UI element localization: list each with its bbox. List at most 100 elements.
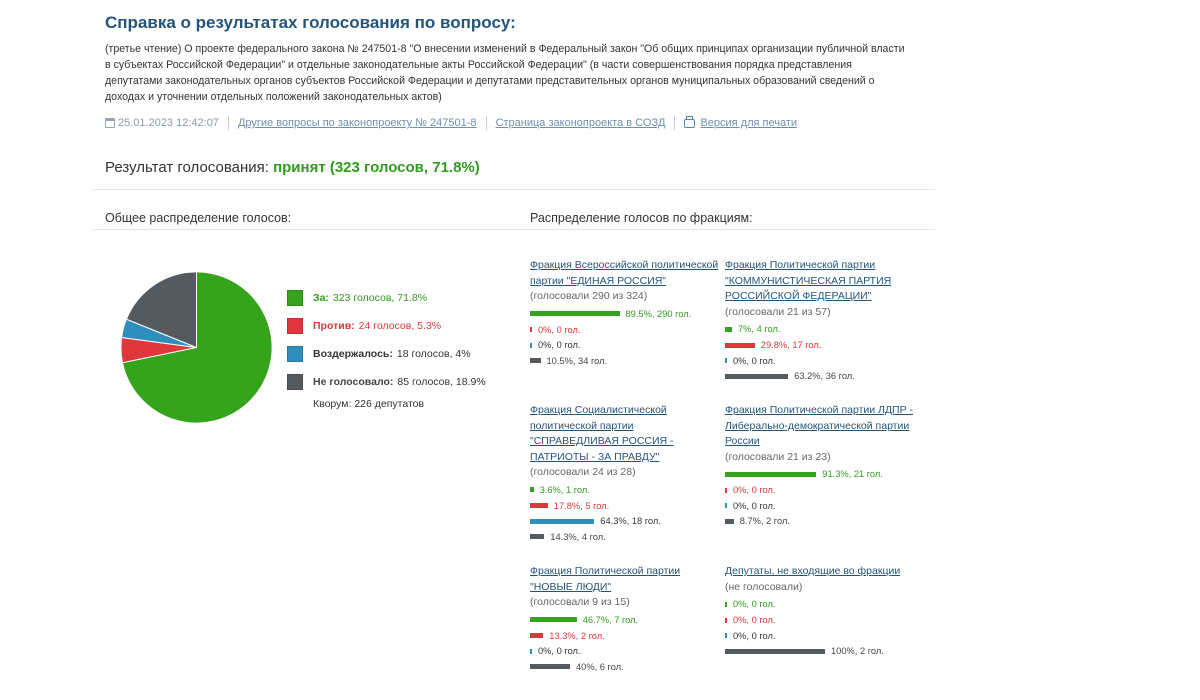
page-title: Справка о результатах голосования по воп… — [105, 13, 516, 32]
vote-result: Результат голосования: принят (323 голос… — [105, 159, 480, 176]
faction-bar-abstain: 64.3%, 18 гол. — [530, 513, 720, 529]
faction-bar-for: 3.6%, 1 гол. — [530, 482, 720, 498]
faction-bar-abstain: 0%, 0 гол. — [725, 628, 915, 644]
quorum-text: Кворум: 226 депутатов — [313, 398, 425, 410]
faction-block: Фракция Политической партии ЛДПР - Либер… — [725, 403, 915, 529]
bar-fill — [725, 648, 825, 654]
result-label: Результат голосования: — [105, 159, 274, 176]
bar-value: 17.8%, 5 гол. — [553, 500, 610, 511]
faction-link[interactable]: Фракция Всероссийской политической парти… — [530, 259, 719, 287]
faction-section-title: Распределение голосов по фракциям: — [530, 211, 753, 225]
bar-value: 100%, 2 гол. — [831, 646, 884, 657]
faction-link[interactable]: Депутаты, не входящие во фракции — [725, 565, 901, 577]
result-value: принят (323 голосов, 71.8%) — [273, 159, 480, 176]
separator — [485, 116, 487, 130]
faction-bar-abstain: 0%, 0 гол. — [530, 337, 720, 353]
bar-value: 8.7%, 2 гол. — [739, 516, 790, 527]
question-description: (третье чтение) О проекте федерального з… — [105, 43, 905, 103]
faction-bar-novote: 100%, 2 гол. — [725, 644, 915, 660]
legend-item-abstain: Воздержалось: 18 голосов, 4% — [287, 340, 486, 368]
bar-value: 0%, 0 гол. — [538, 646, 581, 657]
bar-fill — [725, 503, 727, 509]
faction-turnout: (голосовали 21 из 23) — [725, 450, 831, 463]
pie-slice-for — [121, 271, 273, 424]
bar-value: 0%, 0 гол. — [733, 500, 776, 511]
divider — [93, 229, 935, 230]
faction-bar-novote: 40%, 6 гол. — [530, 659, 720, 675]
bar-fill — [530, 327, 532, 333]
bar-value: 10.5%, 34 гол. — [546, 355, 608, 366]
faction-bar-for: 0%, 0 гол. — [725, 597, 915, 613]
faction-bar-for: 7%, 4 гол. — [725, 322, 915, 338]
pie-legend: За: 323 голосов, 71.8% Против: 24 голосов, … — [287, 284, 486, 410]
bar-fill — [530, 342, 532, 348]
legend-item-novote: Не голосовало: 85 голосов, 18.9% — [287, 368, 486, 396]
legend-label: За: — [313, 292, 329, 304]
legend-swatch — [287, 290, 303, 306]
faction-link[interactable]: Фракция Политической партии "НОВЫЕ ЛЮДИ" — [530, 565, 681, 593]
bar-value: 14.3%, 4 гол. — [550, 531, 606, 542]
vote-datetime: 25.01.2023 12:42:07 — [118, 117, 219, 129]
bar-fill — [725, 342, 755, 348]
legend-value: 323 голосов, 71.8% — [332, 292, 428, 304]
bar-value: 13.3%, 2 гол. — [549, 630, 605, 641]
bar-fill — [530, 487, 534, 493]
faction-bar-abstain: 0%, 0 гол. — [725, 353, 915, 369]
faction-turnout: (голосовали 290 из 324) — [530, 290, 648, 302]
legend-swatch — [287, 318, 303, 334]
faction-turnout: (голосовали 24 из 28) — [530, 466, 636, 478]
bar-fill — [725, 326, 732, 332]
separator — [674, 116, 676, 130]
bar-fill — [530, 648, 532, 654]
meta-bar: 25.01.2023 12:42:07 Другие вопросы по за… — [105, 115, 798, 130]
faction-bar-abstain: 0%, 0 гол. — [530, 643, 720, 659]
bar-value: 46.7%, 7 гол. — [582, 614, 639, 625]
printer-icon[interactable] — [684, 115, 696, 128]
bar-value: 40%, 6 гол. — [576, 661, 624, 672]
print-version-link[interactable]: Версия для печати — [700, 117, 798, 129]
bar-value: 0%, 0 гол. — [538, 324, 581, 335]
legend-value: 24 голосов, 5.3% — [358, 320, 442, 332]
bar-fill — [725, 487, 727, 493]
legend-swatch — [287, 374, 303, 390]
sozd-link[interactable]: Страница законопроекта в СОЗД — [495, 117, 666, 129]
bar-fill — [725, 373, 789, 379]
other-questions-link[interactable]: Другие вопросы по законопроекту № 247501… — [237, 117, 477, 129]
bar-value: 29.8%, 17 гол. — [760, 340, 822, 351]
bar-fill — [530, 311, 620, 317]
legend-swatch — [287, 346, 303, 362]
bar-fill — [725, 633, 727, 639]
faction-bar-against: 29.8%, 17 гол. — [725, 337, 915, 353]
faction-bar-novote: 8.7%, 2 гол. — [725, 514, 915, 530]
faction-block: Фракция Всероссийской политической парти… — [530, 258, 720, 369]
faction-bar-novote: 14.3%, 4 гол. — [530, 529, 720, 545]
faction-bar-abstain: 0%, 0 гол. — [725, 498, 915, 514]
bar-fill — [530, 503, 548, 509]
overall-section-title: Общее распределение голосов: — [105, 211, 292, 225]
faction-turnout: (не голосовали) — [725, 580, 803, 593]
bar-fill — [530, 534, 545, 540]
faction-turnout: (голосовали 21 из 57) — [725, 305, 831, 318]
faction-link[interactable]: Фракция Политической партии "КОММУНИСТИЧ… — [725, 259, 892, 302]
bar-value: 64.3%, 18 гол. — [600, 516, 661, 527]
faction-link[interactable]: Фракция Социалистической политической па… — [530, 404, 674, 463]
bar-value: 63.2%, 36 гол. — [794, 371, 855, 382]
bar-value: 89.5%, 290 гол. — [625, 308, 692, 319]
separator — [227, 116, 229, 130]
bar-value: 0%, 0 гол. — [733, 630, 776, 641]
bar-value: 7%, 4 гол. — [738, 324, 781, 335]
faction-bar-against: 17.8%, 5 гол. — [530, 498, 720, 514]
faction-link[interactable]: Фракция Политической партии ЛДПР - Либер… — [725, 404, 914, 447]
legend-item-for: За: 323 голосов, 71.8% — [287, 284, 486, 312]
faction-bar-against: 13.3%, 2 гол. — [530, 628, 720, 644]
bar-fill — [725, 358, 727, 364]
faction-block: Фракция Социалистической политической па… — [530, 403, 720, 545]
faction-turnout: (голосовали 9 из 15) — [530, 596, 630, 608]
bar-value: 0%, 0 гол. — [733, 485, 776, 496]
bar-value: 0%, 0 гол. — [733, 615, 776, 626]
faction-bar-novote: 10.5%, 34 гол. — [530, 353, 720, 369]
legend-label: Воздержалось: — [313, 348, 393, 360]
faction-bar-against: 0%, 0 гол. — [530, 322, 720, 338]
bar-value: 0%, 0 гол. — [733, 355, 776, 366]
faction-bar-against: 0%, 0 гол. — [725, 612, 915, 628]
